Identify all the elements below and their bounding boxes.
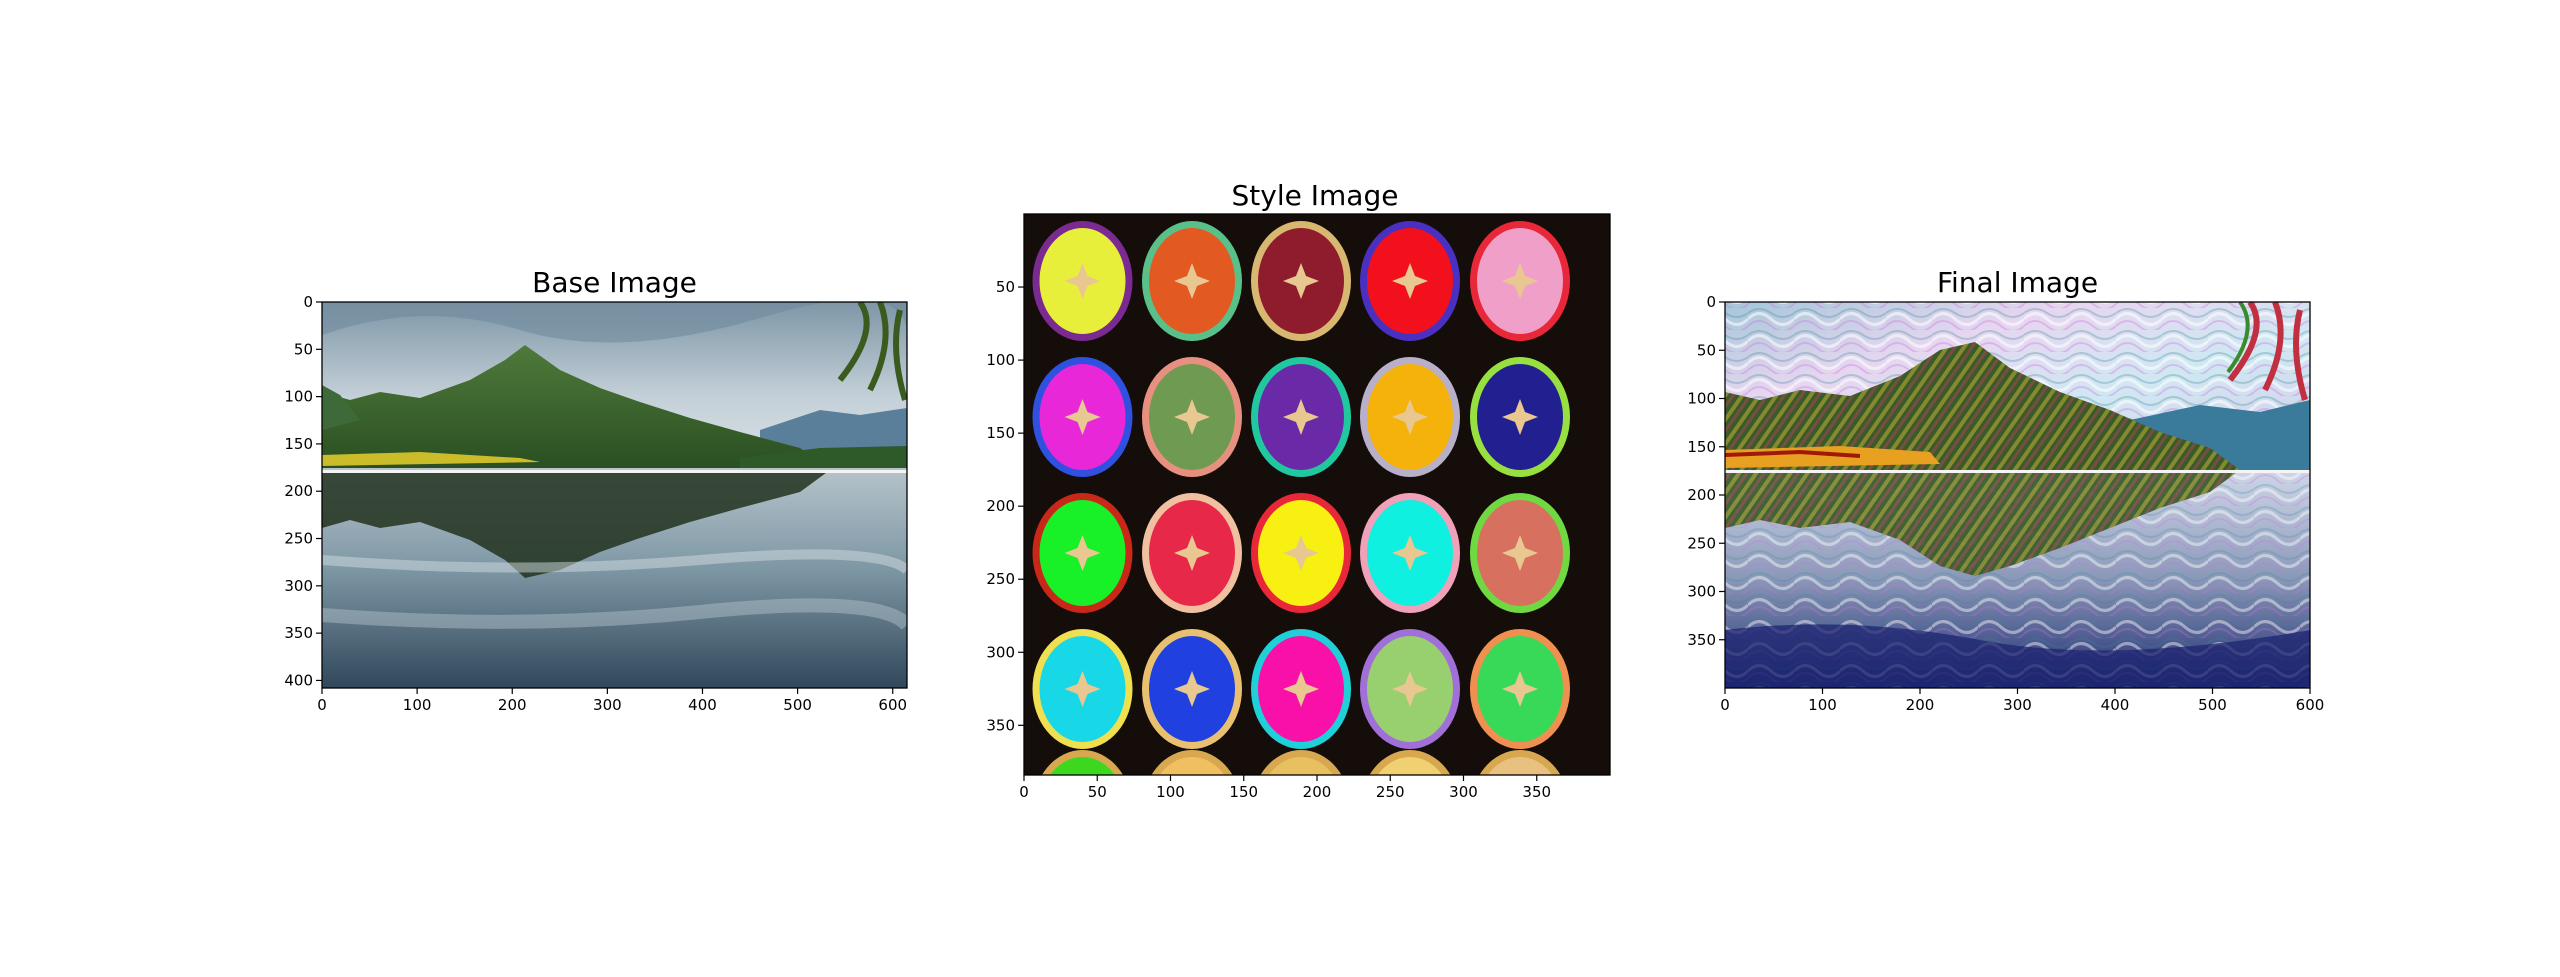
citrus-slice [1251,357,1351,477]
x-tick-label: 0 [317,696,327,714]
citrus-slice [1142,221,1242,341]
citrus-slice [1360,629,1460,749]
x-tick-label: 300 [593,696,622,714]
x-tick-label: 300 [2003,696,2032,714]
x-tick-label: 350 [1522,783,1551,801]
citrus-slice [1032,357,1133,477]
base-image-panel: Base Image 0 100 200 300 400 500 600 0 50 100 150 2… [284,266,908,714]
y-tick-label: 150 [986,424,1015,442]
x-tick-label: 0 [1019,783,1029,801]
final-image-axes: 0 100 200 300 400 500 600 0 50 100 150 200 250 300 350 [1687,293,2324,714]
y-tick-label: 250 [1687,534,1716,552]
y-tick-label: 200 [1687,486,1716,504]
x-tick-label: 200 [1303,783,1332,801]
citrus-slice [1251,629,1351,749]
citrus-slice [1470,221,1570,341]
x-tick-label: 100 [1156,783,1185,801]
y-tick-label: 0 [1706,293,1716,311]
y-tick-label: 100 [284,388,313,406]
x-tick-label: 150 [1229,783,1258,801]
x-tick-label: 100 [403,696,432,714]
base-image-frame [321,301,908,689]
final-image-panel: Final Image 0 100 200 300 400 500 600 0 50 100 150… [1687,266,2324,714]
x-tick-label: 250 [1376,783,1405,801]
x-tick-label: 200 [498,696,527,714]
base-image-axes: 0 100 200 300 400 500 600 0 50 100 150 200 250 300 350… [284,293,907,714]
citrus-slice-partial [1369,750,1451,775]
citrus-slice [1032,629,1133,749]
y-tick-label: 300 [1687,583,1716,601]
x-tick-label: 0 [1720,696,1730,714]
y-tick-label: 400 [284,671,313,689]
style-image-picture [1024,214,1610,775]
y-tick-label: 100 [1687,390,1716,408]
x-tick-label: 600 [2296,696,2325,714]
citrus-slice [1360,493,1460,613]
y-tick-label: 50 [294,340,313,358]
y-tick-label: 350 [1687,631,1716,649]
base-image-picture [322,302,907,688]
y-tick-label: 150 [1687,438,1716,456]
citrus-slice-partial [1260,750,1342,775]
y-tick-label: 350 [986,716,1015,734]
y-tick-label: 350 [284,624,313,642]
x-tick-label: 400 [2101,696,2130,714]
x-tick-label: 50 [1088,783,1107,801]
x-tick-label: 400 [688,696,717,714]
x-tick-label: 100 [1808,696,1837,714]
y-tick-label: 200 [284,482,313,500]
final-image-picture [1725,302,2310,688]
y-tick-label: 250 [986,570,1015,588]
y-tick-label: 300 [986,643,1015,661]
citrus-grid [1032,221,1570,775]
citrus-slice [1360,357,1460,477]
citrus-slice [1470,493,1570,613]
x-tick-label: 300 [1449,783,1478,801]
y-tick-label: 0 [303,293,313,311]
style-image-axes: 0 50 100 150 200 250 300 350 50 100 150 200 250 300 35… [986,278,1551,801]
x-tick-label: 600 [878,696,907,714]
y-tick-label: 150 [284,435,313,453]
citrus-slice [1251,493,1351,613]
citrus-slice-partial [1151,750,1233,775]
citrus-slice [1142,493,1242,613]
style-image-panel: Style Image 0 50 100 150 200 250 300 350 50 100 15… [986,179,1611,801]
citrus-slice [1470,357,1570,477]
citrus-slice [1142,357,1242,477]
citrus-slice-partial [1479,750,1561,775]
y-tick-label: 100 [986,351,1015,369]
y-tick-label: 300 [284,577,313,595]
x-tick-label: 500 [2198,696,2227,714]
citrus-slice [1032,221,1133,341]
final-image-title: Final Image [1937,266,2098,299]
x-tick-label: 200 [1906,696,1935,714]
citrus-slice-partial [1041,750,1124,775]
citrus-slice [1251,221,1351,341]
citrus-slice [1470,629,1570,749]
y-tick-label: 200 [986,497,1015,515]
y-tick-label: 50 [1697,341,1716,359]
citrus-slice [1360,221,1460,341]
base-image-title: Base Image [532,266,697,299]
citrus-slice [1032,493,1133,613]
citrus-slice [1142,629,1242,749]
x-tick-label: 500 [783,696,812,714]
y-tick-label: 250 [284,530,313,548]
style-image-title: Style Image [1232,179,1399,212]
y-tick-label: 50 [996,278,1015,296]
